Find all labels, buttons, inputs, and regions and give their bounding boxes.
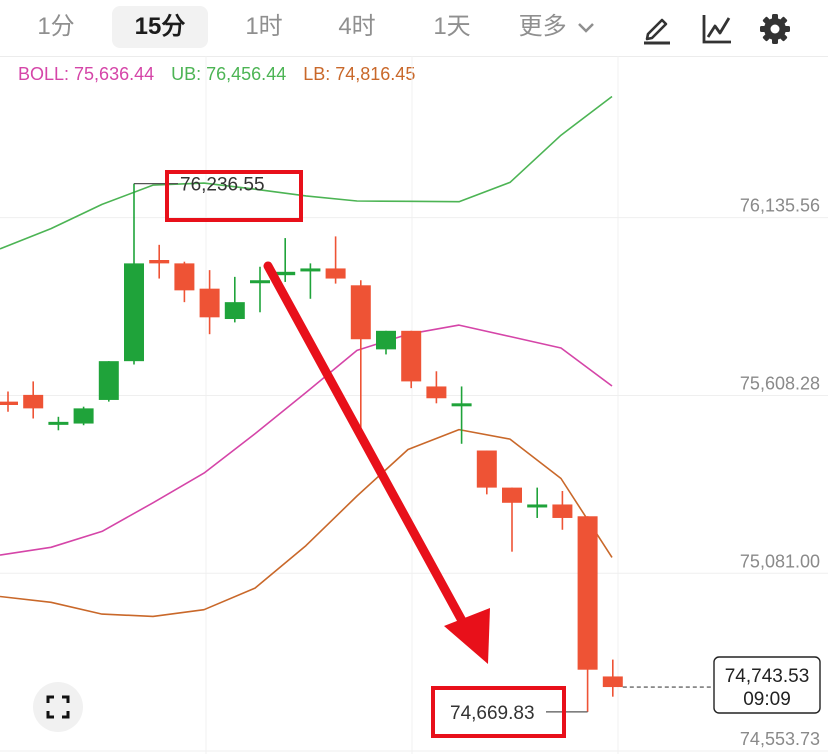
price-axis: 76,135.56 75,608.28 75,081.00 74,553.73 <box>740 196 820 749</box>
price-annotations: 76,236.55 74,669.83 <box>134 170 588 738</box>
candle-body <box>502 487 522 503</box>
chart-grid <box>0 56 828 754</box>
candle-body <box>426 386 447 399</box>
tab-1hour[interactable]: 1时 <box>245 13 283 40</box>
last-price-value: 74,743.53 <box>725 666 810 687</box>
lb-value: LB: 74,816.45 <box>303 64 416 84</box>
candle-body <box>149 260 170 264</box>
candle-body <box>401 330 422 382</box>
tab-1min[interactable]: 1分 <box>37 13 75 40</box>
candle-body <box>376 330 396 350</box>
candle-body <box>451 403 472 407</box>
tab-1day[interactable]: 1天 <box>433 13 471 40</box>
candle-body <box>174 263 195 291</box>
indicator-button[interactable] <box>700 12 734 46</box>
candle-body <box>602 676 623 688</box>
candle-body <box>199 288 220 318</box>
bollinger-bands <box>0 95 613 618</box>
candle-body <box>325 268 346 279</box>
candle-countdown: 09:09 <box>743 689 791 710</box>
gear-icon <box>760 14 790 44</box>
tab-4hour[interactable]: 4时 <box>338 13 376 40</box>
indicator-readout: BOLL: 75,636.44 UB: 76,456.44 LB: 74,816… <box>18 64 427 85</box>
candle-body <box>23 394 44 409</box>
more-label: 更多 <box>518 13 567 40</box>
candle-body <box>124 263 144 362</box>
candle-body <box>527 504 548 508</box>
candle-body <box>0 401 18 405</box>
expand-icon <box>46 695 70 719</box>
candle-body <box>476 450 497 488</box>
settings-button[interactable] <box>758 12 792 46</box>
indicator-chart-icon <box>702 15 731 44</box>
tab-15min[interactable]: 15分 <box>112 6 208 48</box>
ub-line <box>0 95 613 250</box>
low-highlight-box <box>431 686 566 738</box>
chevron-down-icon <box>578 22 595 33</box>
candle-body <box>224 302 245 320</box>
candle-series <box>0 183 623 712</box>
lb-line <box>0 428 613 618</box>
ub-value: UB: 76,456.44 <box>171 64 287 84</box>
y-tick-label: 76,135.56 <box>740 196 820 216</box>
high-highlight-box <box>165 170 303 222</box>
pencil-icon <box>644 18 670 45</box>
more-dropdown[interactable]: 更多 <box>508 6 606 48</box>
y-tick-label: 75,081.00 <box>740 551 820 571</box>
low-price-label: 74,669.83 <box>450 703 535 724</box>
candle-body <box>350 285 371 340</box>
high-price-label: 76,236.55 <box>180 175 265 196</box>
y-tick-label: 74,553.73 <box>740 729 820 749</box>
candle-body <box>98 361 119 400</box>
candle-body <box>300 268 321 272</box>
last-price-box <box>713 656 821 714</box>
candle-body <box>250 280 270 284</box>
fullscreen-button[interactable] <box>33 682 83 732</box>
trend-arrow <box>263 261 490 664</box>
draw-tool-button[interactable] <box>640 12 674 46</box>
boll-value: BOLL: 75,636.44 <box>18 64 155 84</box>
candle-body <box>275 271 296 276</box>
candle-body <box>552 504 573 518</box>
timeframe-toolbar: 1分 15分 1时 4时 1天 更多 <box>0 0 828 57</box>
candle-body <box>577 516 598 670</box>
candle-body <box>48 421 69 425</box>
boll-line <box>0 324 613 556</box>
candle-body <box>73 408 94 424</box>
y-tick-label: 75,608.28 <box>740 373 820 393</box>
